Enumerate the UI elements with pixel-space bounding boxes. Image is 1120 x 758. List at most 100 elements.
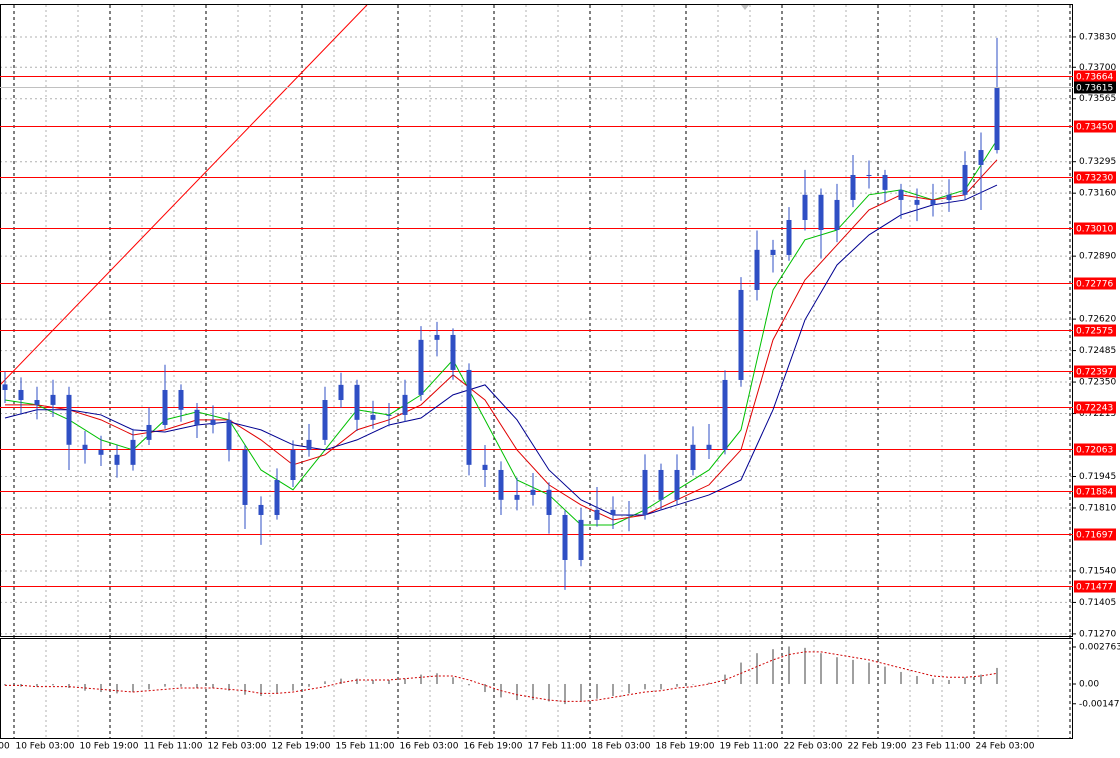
histogram-bar xyxy=(724,674,726,684)
candle-body xyxy=(450,334,456,370)
histogram-bar xyxy=(852,659,854,684)
histogram-bar xyxy=(708,682,710,684)
y-tick-label: 0.72215 xyxy=(1079,409,1116,419)
candle-body xyxy=(722,379,728,450)
y-tick-label: 0.72890 xyxy=(1079,252,1116,262)
histogram-bar xyxy=(100,683,102,693)
candle-body xyxy=(514,494,520,500)
candle-body xyxy=(498,469,504,500)
x-tick-label: 17 Feb 11:00 xyxy=(527,742,586,752)
shift-marker xyxy=(741,5,749,10)
y-tick-label: 0.002763 xyxy=(1079,642,1120,652)
x-tick-label: 10 Feb 19:00 xyxy=(79,742,138,752)
candle-body xyxy=(178,389,184,410)
histogram-bar xyxy=(868,662,870,684)
level-label-box xyxy=(1074,365,1116,378)
candle-body xyxy=(258,504,264,515)
histogram-bar xyxy=(836,657,838,684)
candle-body xyxy=(290,449,296,480)
candle-body xyxy=(482,464,488,470)
x-tick-label: 00 xyxy=(0,742,10,752)
candle-body xyxy=(530,489,536,495)
histogram-bar xyxy=(180,683,182,687)
histogram-bar xyxy=(884,666,886,684)
y-tick-label: 0.73295 xyxy=(1079,157,1116,167)
candle-body xyxy=(402,394,408,415)
x-tick-label: 15 Feb 11:00 xyxy=(335,742,394,752)
histogram-bar xyxy=(404,678,406,684)
y-tick-label: -0.001477 xyxy=(1079,699,1120,709)
histogram-bar xyxy=(788,646,790,684)
level-label-box xyxy=(1074,485,1116,498)
histogram-bar xyxy=(212,683,214,689)
candle-body xyxy=(354,384,360,420)
candle-body xyxy=(866,174,872,176)
indicator-pane-frame xyxy=(0,638,1073,739)
candle-body xyxy=(322,400,328,440)
histogram-bar xyxy=(324,681,326,684)
candle-body xyxy=(434,334,440,340)
candle-body xyxy=(802,194,808,220)
histogram-bar xyxy=(68,683,70,689)
level-label-box xyxy=(1074,443,1116,456)
y-tick-label: 0.73565 xyxy=(1079,94,1116,104)
histogram-bar xyxy=(804,647,806,684)
histogram-bar xyxy=(244,683,246,695)
histogram-bar xyxy=(692,683,694,685)
histogram-bar xyxy=(564,683,566,705)
histogram-bar xyxy=(484,683,486,693)
level-label-box xyxy=(1074,222,1116,235)
x-tick-label: 22 Feb 19:00 xyxy=(847,742,906,752)
histogram-bar xyxy=(580,683,582,702)
candle-body xyxy=(786,219,792,255)
histogram-bar xyxy=(52,683,54,686)
level-label: 0.73010 xyxy=(1076,225,1113,235)
candle-body xyxy=(738,289,744,380)
moving-average xyxy=(5,159,998,521)
y-tick-label: 0.71270 xyxy=(1079,629,1116,639)
histogram-bar xyxy=(116,683,118,694)
y-tick-label: 0.71945 xyxy=(1079,472,1116,482)
candle-body xyxy=(114,454,120,465)
level-label: 0.71477 xyxy=(1076,583,1113,593)
level-label: 0.72063 xyxy=(1076,446,1113,456)
level-label: 0.71884 xyxy=(1076,488,1113,498)
level-label: 0.72243 xyxy=(1076,404,1113,414)
histogram-bar xyxy=(260,683,262,697)
y-tick-label: 0.72485 xyxy=(1079,346,1116,356)
histogram-bar xyxy=(228,683,230,691)
candle-body xyxy=(34,400,40,405)
candle-body xyxy=(946,194,952,200)
histogram-bar xyxy=(996,667,998,684)
candle-body xyxy=(226,419,232,450)
y-tick-label: 0.73700 xyxy=(1079,63,1116,73)
candle-body xyxy=(210,419,216,425)
level-label: 0.71697 xyxy=(1076,531,1113,541)
histogram-bar xyxy=(356,678,358,684)
y-tick-label: 0.72620 xyxy=(1079,315,1116,325)
level-label: 0.73664 xyxy=(1076,73,1113,83)
candle-body xyxy=(690,444,696,470)
candle-body xyxy=(978,150,984,165)
candle-body xyxy=(418,339,424,395)
histogram-bar xyxy=(964,677,966,684)
main-pane-frame xyxy=(0,4,1073,637)
x-tick-label: 16 Feb 19:00 xyxy=(463,742,522,752)
histogram-bar xyxy=(596,683,598,699)
moving-average xyxy=(4,139,998,526)
y-tick-label: 0.73160 xyxy=(1079,189,1116,199)
candle-body xyxy=(370,414,376,420)
candle-body xyxy=(82,444,88,450)
y-tick-label: 0.00 xyxy=(1079,679,1099,689)
histogram-bar xyxy=(276,683,278,694)
x-tick-label: 22 Feb 03:00 xyxy=(783,742,842,752)
histogram-bar xyxy=(532,683,534,701)
candle-body xyxy=(930,199,936,205)
histogram-bar xyxy=(340,678,342,684)
candle-body xyxy=(834,199,840,231)
level-label-box xyxy=(1074,171,1116,184)
candle-body xyxy=(962,164,968,195)
candle-body xyxy=(306,439,312,450)
histogram-bar xyxy=(132,683,134,693)
